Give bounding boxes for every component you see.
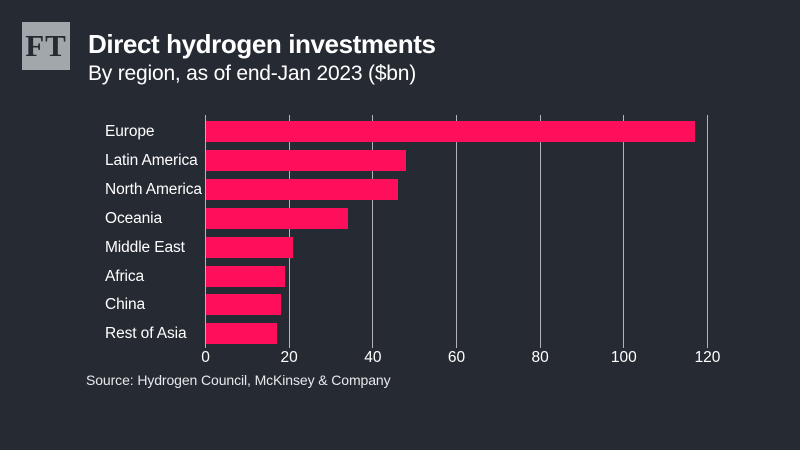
chart-row: Rest of Asia bbox=[0, 323, 800, 345]
x-tick-label-20: 20 bbox=[280, 349, 298, 366]
gridline-x-60 bbox=[456, 115, 457, 348]
x-tick-label-40: 40 bbox=[364, 349, 382, 366]
bar bbox=[205, 323, 277, 345]
chart-row: Latin America bbox=[0, 149, 800, 171]
gridline-x-120 bbox=[707, 115, 708, 348]
chart-title: Direct hydrogen investments bbox=[88, 29, 436, 59]
chart-subtitle: By region, as of end-Jan 2023 ($bn) bbox=[88, 62, 417, 85]
chart-row: Oceania bbox=[0, 207, 800, 229]
chart-row: China bbox=[0, 294, 800, 316]
category-label: Europe bbox=[105, 123, 155, 140]
gridline-x-0 bbox=[205, 115, 206, 348]
chart-row: Africa bbox=[0, 265, 800, 287]
bar bbox=[205, 121, 695, 142]
bar bbox=[205, 178, 398, 200]
gridline-x-80 bbox=[539, 115, 541, 348]
chart-row: Europe bbox=[0, 121, 800, 142]
category-label: North America bbox=[105, 180, 202, 198]
gridline-x-20 bbox=[288, 115, 290, 348]
gridline-x-100 bbox=[623, 115, 625, 348]
gridline-x-40 bbox=[372, 115, 374, 348]
x-tick-label-0: 0 bbox=[201, 349, 210, 366]
category-label: Middle East bbox=[105, 238, 185, 256]
x-tick-label-80: 80 bbox=[531, 349, 549, 366]
plot-area: 0 20 40 60 80 100 120 Europe Latin America North … bbox=[0, 115, 800, 375]
ft-logo-text: FT bbox=[25, 28, 67, 63]
bar bbox=[205, 265, 285, 287]
category-label: Rest of Asia bbox=[105, 325, 187, 343]
source-note: Source: Hydrogen Council, McKinsey & Com… bbox=[86, 372, 391, 388]
x-tick-label-60: 60 bbox=[447, 349, 466, 366]
ft-logo: FT bbox=[22, 22, 70, 70]
chart-row: Middle East bbox=[0, 236, 800, 258]
x-tick-label-120: 120 bbox=[694, 349, 721, 366]
chart-row: North America bbox=[0, 178, 800, 200]
x-tick-label-100: 100 bbox=[610, 349, 637, 366]
category-label: Oceania bbox=[105, 209, 163, 227]
bar bbox=[205, 294, 281, 316]
category-label: China bbox=[105, 296, 145, 314]
category-label: Africa bbox=[105, 267, 145, 285]
bar bbox=[205, 149, 407, 171]
category-label: Latin America bbox=[105, 151, 198, 169]
bar bbox=[205, 236, 294, 258]
bar bbox=[205, 207, 348, 229]
